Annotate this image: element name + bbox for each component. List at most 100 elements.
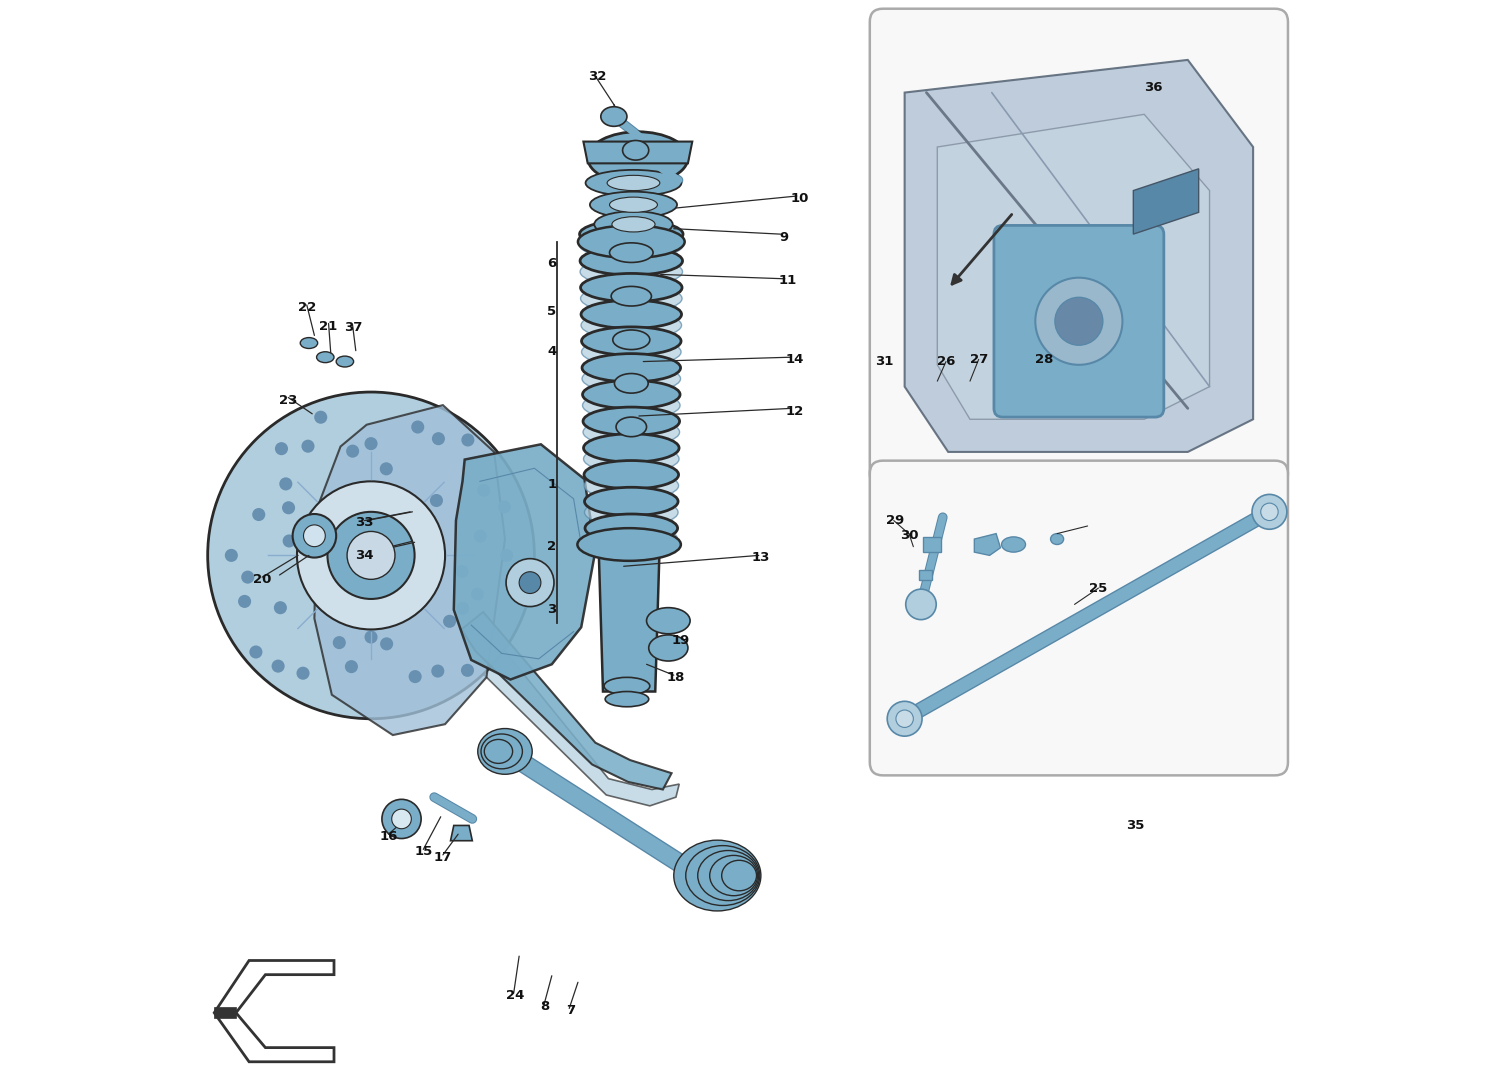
Circle shape xyxy=(1252,494,1287,529)
Text: 32: 32 xyxy=(588,70,606,83)
Text: 7: 7 xyxy=(566,1004,574,1017)
Circle shape xyxy=(364,631,378,644)
Circle shape xyxy=(314,411,327,424)
Text: 4: 4 xyxy=(548,345,556,358)
Circle shape xyxy=(1260,503,1278,521)
Ellipse shape xyxy=(585,525,678,553)
Ellipse shape xyxy=(612,217,656,232)
Ellipse shape xyxy=(582,365,681,393)
Polygon shape xyxy=(584,142,693,163)
Circle shape xyxy=(1054,297,1102,345)
Polygon shape xyxy=(466,634,680,806)
Ellipse shape xyxy=(580,273,682,302)
Circle shape xyxy=(1035,278,1122,365)
Ellipse shape xyxy=(584,444,680,473)
Polygon shape xyxy=(214,1007,236,1018)
Text: 15: 15 xyxy=(414,845,432,858)
Circle shape xyxy=(274,601,286,614)
Text: 29: 29 xyxy=(885,514,904,527)
Polygon shape xyxy=(315,405,506,735)
Text: 5: 5 xyxy=(548,305,556,318)
Polygon shape xyxy=(462,612,672,790)
Text: 9: 9 xyxy=(778,231,789,244)
Ellipse shape xyxy=(580,247,682,276)
Text: 3: 3 xyxy=(548,603,556,616)
Ellipse shape xyxy=(609,243,652,262)
Polygon shape xyxy=(920,570,932,580)
Ellipse shape xyxy=(698,851,759,901)
Text: 16: 16 xyxy=(380,830,398,843)
Circle shape xyxy=(302,440,315,453)
Text: 34: 34 xyxy=(356,549,374,562)
Text: 22: 22 xyxy=(297,301,316,314)
Circle shape xyxy=(896,710,914,727)
Circle shape xyxy=(430,494,442,507)
Ellipse shape xyxy=(579,231,682,259)
Circle shape xyxy=(238,595,250,608)
Circle shape xyxy=(462,433,474,446)
Polygon shape xyxy=(975,534,1000,555)
Text: 33: 33 xyxy=(356,516,374,529)
Ellipse shape xyxy=(582,380,680,408)
Circle shape xyxy=(364,437,378,450)
Ellipse shape xyxy=(316,352,334,363)
Text: 20: 20 xyxy=(254,573,272,586)
Ellipse shape xyxy=(584,418,680,446)
Text: 24: 24 xyxy=(506,989,524,1002)
Circle shape xyxy=(408,670,422,683)
Ellipse shape xyxy=(580,284,682,313)
Ellipse shape xyxy=(646,608,690,634)
Ellipse shape xyxy=(608,175,660,191)
Ellipse shape xyxy=(584,433,680,462)
Ellipse shape xyxy=(710,856,758,895)
Polygon shape xyxy=(922,537,940,552)
Circle shape xyxy=(282,535,296,548)
Circle shape xyxy=(303,525,326,547)
Circle shape xyxy=(272,660,285,673)
Circle shape xyxy=(500,549,513,562)
Ellipse shape xyxy=(300,338,318,348)
Circle shape xyxy=(506,559,554,607)
Polygon shape xyxy=(214,960,334,1062)
Ellipse shape xyxy=(484,739,513,763)
Text: 6: 6 xyxy=(548,257,556,270)
FancyBboxPatch shape xyxy=(870,461,1288,775)
Ellipse shape xyxy=(578,528,681,561)
Polygon shape xyxy=(454,444,596,680)
Circle shape xyxy=(297,481,446,629)
Text: 18: 18 xyxy=(668,671,686,684)
Ellipse shape xyxy=(1050,534,1064,544)
Circle shape xyxy=(252,507,266,521)
Circle shape xyxy=(474,529,488,542)
Circle shape xyxy=(456,602,470,615)
Text: 2: 2 xyxy=(548,540,556,553)
Text: 1: 1 xyxy=(548,478,556,491)
Ellipse shape xyxy=(622,140,648,160)
Circle shape xyxy=(274,442,288,455)
Circle shape xyxy=(279,477,292,490)
Circle shape xyxy=(282,501,296,514)
Text: 30: 30 xyxy=(900,529,918,542)
Text: 17: 17 xyxy=(433,851,451,864)
Text: 35: 35 xyxy=(1126,819,1144,832)
Ellipse shape xyxy=(477,729,532,774)
Ellipse shape xyxy=(482,734,522,769)
Circle shape xyxy=(519,572,542,594)
Polygon shape xyxy=(904,60,1252,452)
Ellipse shape xyxy=(648,635,688,661)
Text: 19: 19 xyxy=(670,634,690,647)
Circle shape xyxy=(906,589,936,620)
Polygon shape xyxy=(1134,169,1198,234)
Ellipse shape xyxy=(579,220,682,248)
Text: 37: 37 xyxy=(345,321,363,334)
Text: 11: 11 xyxy=(778,274,796,287)
Ellipse shape xyxy=(580,258,682,286)
Circle shape xyxy=(460,664,474,677)
Text: 10: 10 xyxy=(790,192,810,205)
Ellipse shape xyxy=(604,677,650,695)
Circle shape xyxy=(333,636,346,649)
Polygon shape xyxy=(598,547,660,692)
Text: 21: 21 xyxy=(320,320,338,333)
Polygon shape xyxy=(450,825,472,841)
Ellipse shape xyxy=(615,374,648,393)
